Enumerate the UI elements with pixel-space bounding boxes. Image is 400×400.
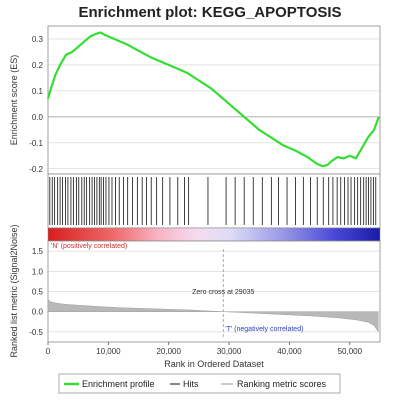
es-tick-label: 0.1 (32, 87, 44, 96)
positive-correlated-label: 'N' (positively correlated) (51, 243, 127, 250)
x-tick-label: 40,000 (277, 347, 302, 356)
ranking-tick-label: -0.5 (29, 328, 43, 337)
ranking-tick-label: 0.5 (32, 288, 44, 297)
es-tick-label: 0.0 (32, 113, 44, 122)
legend-box (58, 373, 341, 394)
ranking-y-ticks: 1.5 1.0 0.5 0.0 -0.5 (29, 247, 43, 337)
ranking-tick-label: 1.0 (32, 267, 44, 276)
ranking-metric-area (47, 299, 379, 333)
x-tick-label: 20,000 (156, 347, 181, 356)
es-tick-label: 0.2 (32, 61, 44, 70)
x-tick-label: 50,000 (338, 347, 363, 356)
legend-es-label: Enrichment profile (82, 379, 155, 389)
x-axis-ticks: 0 10,000 20,000 30,000 40,000 50,000 (46, 342, 363, 356)
chart-title: Enrichment plot: KEGG_APOPTOSIS (78, 4, 341, 21)
x-axis-label: Rank in Ordered Dataset (164, 359, 264, 369)
ranking-metric-fill (47, 299, 379, 333)
ranking-color-bar (47, 227, 381, 242)
enrichment-panel (47, 25, 381, 175)
es-tick-label: 0.3 (32, 35, 44, 44)
enrichment-y-ticks: 0.3 0.2 0.1 0.0 -0.1 -0.2 (29, 35, 43, 174)
x-tick-label: 30,000 (217, 347, 242, 356)
legend-ranking-label: Ranking metric scores (237, 379, 327, 389)
hits-panel (47, 173, 381, 229)
es-axis-label: Enrichment score (ES) (9, 55, 19, 146)
negative-correlated-label: 'T' (negatively correlated) (225, 326, 303, 333)
es-tick-label: -0.2 (29, 165, 43, 174)
enrichment-profile-line (46, 31, 380, 168)
ranking-axis-label: Ranked list metric (Signal2Noise) (9, 224, 19, 357)
es-tick-label: -0.1 (29, 139, 43, 148)
enrichment-gridlines (48, 38, 380, 170)
ranking-tick-label: 0.0 (32, 308, 44, 317)
zero-cross-label: Zero cross at 29035 (192, 289, 254, 296)
legend: Enrichment profile Hits Ranking metric s… (58, 373, 341, 394)
legend-hits-label: Hits (183, 379, 199, 389)
hit-lines (49, 177, 377, 225)
x-tick-label: 0 (46, 347, 51, 356)
x-tick-label: 10,000 (96, 347, 121, 356)
ranking-tick-label: 1.5 (32, 247, 44, 256)
